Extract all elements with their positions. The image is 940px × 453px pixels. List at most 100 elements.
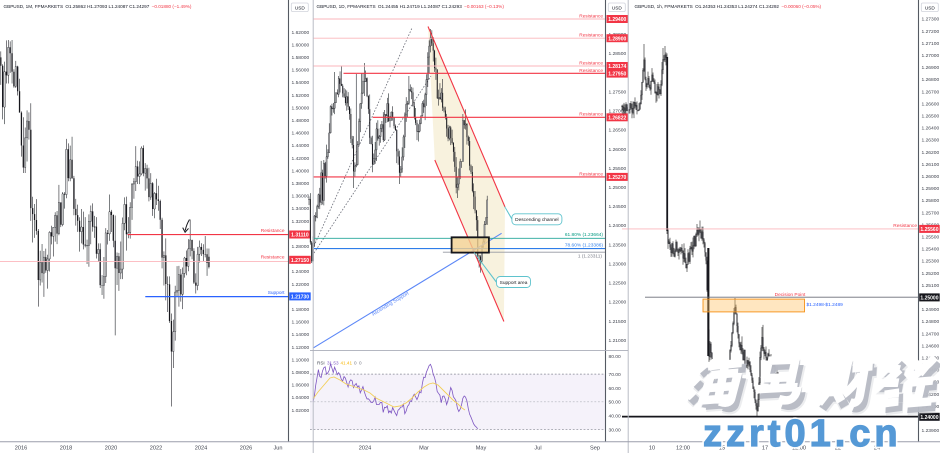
- svg-text:1.26700: 1.26700: [922, 89, 940, 95]
- svg-text:GBPUSD, 1h, FPMARKETS O1.24353: GBPUSD, 1h, FPMARKETS O1.24353 H1.24353 …: [635, 4, 822, 9]
- svg-text:1.25300: 1.25300: [922, 259, 940, 265]
- svg-text:1.25000: 1.25000: [920, 296, 938, 302]
- svg-text:1.24000: 1.24000: [609, 223, 627, 229]
- svg-text:1.06000: 1.06000: [292, 383, 310, 389]
- svg-text:1.21000: 1.21000: [609, 338, 627, 344]
- svg-text:1.27000: 1.27000: [609, 109, 627, 115]
- svg-text:41.41: 41.41: [341, 361, 353, 366]
- svg-text:1.38000: 1.38000: [292, 181, 310, 187]
- svg-text:Resistance: Resistance: [579, 13, 603, 19]
- svg-text:0: 0: [354, 361, 357, 366]
- svg-text:12:00: 12:00: [792, 446, 806, 452]
- svg-text:1.04000: 1.04000: [292, 395, 310, 401]
- svg-text:Resistance: Resistance: [579, 112, 603, 118]
- svg-text:1.27150: 1.27150: [291, 258, 309, 264]
- svg-text:GBPUSD, 1M, FPMARKETS O1.25862: GBPUSD, 1M, FPMARKETS O1.25862 H1.27093 …: [4, 4, 192, 9]
- svg-text:1.22500: 1.22500: [609, 281, 627, 287]
- svg-text:30.00: 30.00: [609, 428, 622, 434]
- svg-text:1.46000: 1.46000: [292, 131, 310, 137]
- svg-text:1.23000: 1.23000: [609, 261, 627, 267]
- svg-text:1.26100: 1.26100: [922, 162, 940, 168]
- svg-text:1.18000: 1.18000: [292, 307, 310, 313]
- svg-text:May: May: [476, 446, 487, 452]
- svg-text:USD: USD: [925, 5, 936, 10]
- svg-text:1.23500: 1.23500: [609, 242, 627, 248]
- svg-text:1.29400: 1.29400: [608, 17, 626, 23]
- svg-text:10: 10: [649, 446, 655, 452]
- svg-text:1.32000: 1.32000: [292, 219, 310, 225]
- svg-text:Resistance: Resistance: [261, 255, 285, 261]
- svg-text:1.28900: 1.28900: [608, 36, 626, 42]
- svg-text:1.25700: 1.25700: [922, 210, 940, 216]
- svg-text:1.60000: 1.60000: [292, 42, 310, 48]
- svg-text:1.40000: 1.40000: [292, 168, 310, 174]
- svg-text:1.48000: 1.48000: [292, 118, 310, 124]
- svg-text:GBPUSD, 1D, FPMARKETS O1.24455: GBPUSD, 1D, FPMARKETS O1.24455 H1.24719 …: [317, 4, 505, 9]
- svg-text:1.25000: 1.25000: [609, 185, 627, 191]
- svg-text:17: 17: [762, 446, 768, 452]
- svg-text:70.00: 70.00: [609, 372, 622, 378]
- svg-text:1.52000: 1.52000: [292, 93, 310, 99]
- svg-text:1.26900: 1.26900: [922, 65, 940, 71]
- svg-text:1.25200: 1.25200: [922, 271, 940, 277]
- svg-text:1.25500: 1.25500: [609, 166, 627, 172]
- svg-text:1 (1.23311): 1 (1.23311): [578, 254, 603, 260]
- svg-text:1.25800: 1.25800: [922, 198, 940, 204]
- svg-text:1.10000: 1.10000: [292, 357, 310, 363]
- svg-text:1.26800: 1.26800: [922, 77, 940, 83]
- svg-text:1.27300: 1.27300: [922, 17, 940, 23]
- svg-text:Mar: Mar: [419, 446, 429, 452]
- svg-text:USD: USD: [295, 5, 306, 10]
- svg-text:1.24000: 1.24000: [920, 415, 938, 421]
- svg-text:1.12000: 1.12000: [292, 345, 310, 351]
- svg-text:1.44000: 1.44000: [292, 143, 310, 149]
- svg-text:1.21730: 1.21730: [291, 295, 309, 301]
- svg-text:1.28174: 1.28174: [608, 64, 626, 70]
- svg-text:Resistance: Resistance: [893, 223, 917, 229]
- svg-text:40.00: 40.00: [609, 413, 622, 419]
- svg-text:1.08000: 1.08000: [292, 370, 310, 376]
- svg-text:1.58000: 1.58000: [292, 55, 310, 61]
- svg-text:1.24500: 1.24500: [609, 204, 627, 210]
- svg-text:1.26400: 1.26400: [922, 126, 940, 132]
- svg-text:zzrt01.cn: zzrt01.cn: [703, 413, 902, 453]
- svg-text:zzrt01.cn: zzrt01.cn: [703, 413, 902, 453]
- svg-text:60.00: 60.00: [609, 386, 622, 392]
- svg-text:1.28000: 1.28000: [292, 244, 310, 250]
- svg-text:1.14000: 1.14000: [292, 332, 310, 338]
- svg-text:2026: 2026: [240, 446, 252, 452]
- svg-text:1.28500: 1.28500: [609, 51, 627, 57]
- svg-text:1.24000: 1.24000: [292, 269, 310, 275]
- svg-text:1.56000: 1.56000: [292, 68, 310, 74]
- svg-text:15: 15: [719, 446, 725, 452]
- svg-text:1.25500: 1.25500: [922, 235, 940, 241]
- svg-text:1.27100: 1.27100: [922, 41, 940, 47]
- svg-text:22: 22: [835, 446, 841, 452]
- svg-text:78.60% (1.23386): 78.60% (1.23386): [565, 243, 604, 249]
- svg-text:1.21500: 1.21500: [609, 319, 627, 325]
- svg-text:1.25400: 1.25400: [922, 247, 940, 253]
- svg-text:Resistance: Resistance: [261, 228, 285, 234]
- svg-text:1.27950: 1.27950: [608, 72, 626, 78]
- svg-text:1.62000: 1.62000: [292, 30, 310, 36]
- svg-text:1.27500: 1.27500: [609, 89, 627, 95]
- svg-text:2024: 2024: [195, 446, 207, 452]
- svg-text:USD: USD: [612, 5, 623, 10]
- svg-text:1.23900: 1.23900: [922, 428, 940, 434]
- svg-text:1.42000: 1.42000: [292, 156, 310, 162]
- svg-text:1.24800: 1.24800: [922, 319, 940, 325]
- svg-text:80.00: 80.00: [609, 354, 622, 360]
- svg-text:$1.2498-$1.2489: $1.2498-$1.2489: [807, 302, 844, 308]
- svg-text:1.26500: 1.26500: [609, 128, 627, 134]
- svg-text:Jun: Jun: [273, 446, 282, 452]
- svg-text:31.53: 31.53: [327, 361, 339, 366]
- svg-text:1.24700: 1.24700: [922, 331, 940, 337]
- svg-text:1.27000: 1.27000: [922, 53, 940, 59]
- svg-text:1.26000: 1.26000: [609, 147, 627, 153]
- svg-text:24: 24: [874, 446, 880, 452]
- svg-text:61.80% (1.23664): 61.80% (1.23664): [565, 232, 604, 238]
- svg-text:RSI: RSI: [317, 361, 325, 366]
- svg-text:Support area: Support area: [500, 280, 528, 286]
- svg-text:Decision Point: Decision Point: [775, 292, 806, 298]
- svg-text:1.25270: 1.25270: [608, 175, 626, 181]
